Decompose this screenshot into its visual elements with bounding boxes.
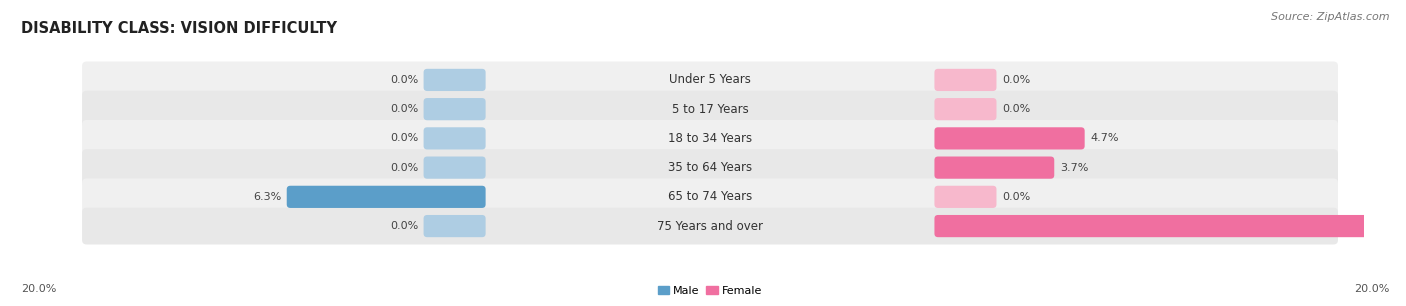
FancyBboxPatch shape — [82, 120, 1339, 157]
Text: 18 to 34 Years: 18 to 34 Years — [668, 132, 752, 145]
FancyBboxPatch shape — [935, 69, 997, 91]
Text: 0.0%: 0.0% — [389, 75, 418, 85]
FancyBboxPatch shape — [82, 178, 1339, 215]
FancyBboxPatch shape — [935, 127, 1084, 150]
Text: 20.0%: 20.0% — [1354, 284, 1389, 294]
Text: Under 5 Years: Under 5 Years — [669, 73, 751, 86]
FancyBboxPatch shape — [935, 156, 1054, 179]
Text: 6.3%: 6.3% — [253, 192, 281, 202]
FancyBboxPatch shape — [82, 91, 1339, 128]
FancyBboxPatch shape — [423, 215, 485, 237]
Text: DISABILITY CLASS: VISION DIFFICULTY: DISABILITY CLASS: VISION DIFFICULTY — [21, 21, 337, 36]
FancyBboxPatch shape — [423, 127, 485, 150]
FancyBboxPatch shape — [287, 186, 485, 208]
Text: 0.0%: 0.0% — [1002, 104, 1031, 114]
Text: 0.0%: 0.0% — [389, 221, 418, 231]
FancyBboxPatch shape — [935, 186, 997, 208]
Text: Source: ZipAtlas.com: Source: ZipAtlas.com — [1271, 12, 1389, 22]
FancyBboxPatch shape — [423, 69, 485, 91]
Legend: Male, Female: Male, Female — [654, 281, 766, 300]
Text: 3.7%: 3.7% — [1060, 162, 1088, 173]
Text: 35 to 64 Years: 35 to 64 Years — [668, 161, 752, 174]
Text: 0.0%: 0.0% — [1002, 192, 1031, 202]
Text: 65 to 74 Years: 65 to 74 Years — [668, 190, 752, 203]
FancyBboxPatch shape — [82, 208, 1339, 244]
FancyBboxPatch shape — [82, 62, 1339, 98]
FancyBboxPatch shape — [423, 98, 485, 120]
Text: 0.0%: 0.0% — [1002, 75, 1031, 85]
Text: 5 to 17 Years: 5 to 17 Years — [672, 103, 748, 116]
Text: 4.7%: 4.7% — [1090, 133, 1119, 144]
Text: 20.0%: 20.0% — [21, 284, 56, 294]
Text: 0.0%: 0.0% — [389, 104, 418, 114]
FancyBboxPatch shape — [935, 215, 1406, 237]
FancyBboxPatch shape — [935, 98, 997, 120]
FancyBboxPatch shape — [82, 149, 1339, 186]
Text: 0.0%: 0.0% — [389, 162, 418, 173]
Text: 75 Years and over: 75 Years and over — [657, 220, 763, 233]
FancyBboxPatch shape — [423, 156, 485, 179]
Text: 0.0%: 0.0% — [389, 133, 418, 144]
